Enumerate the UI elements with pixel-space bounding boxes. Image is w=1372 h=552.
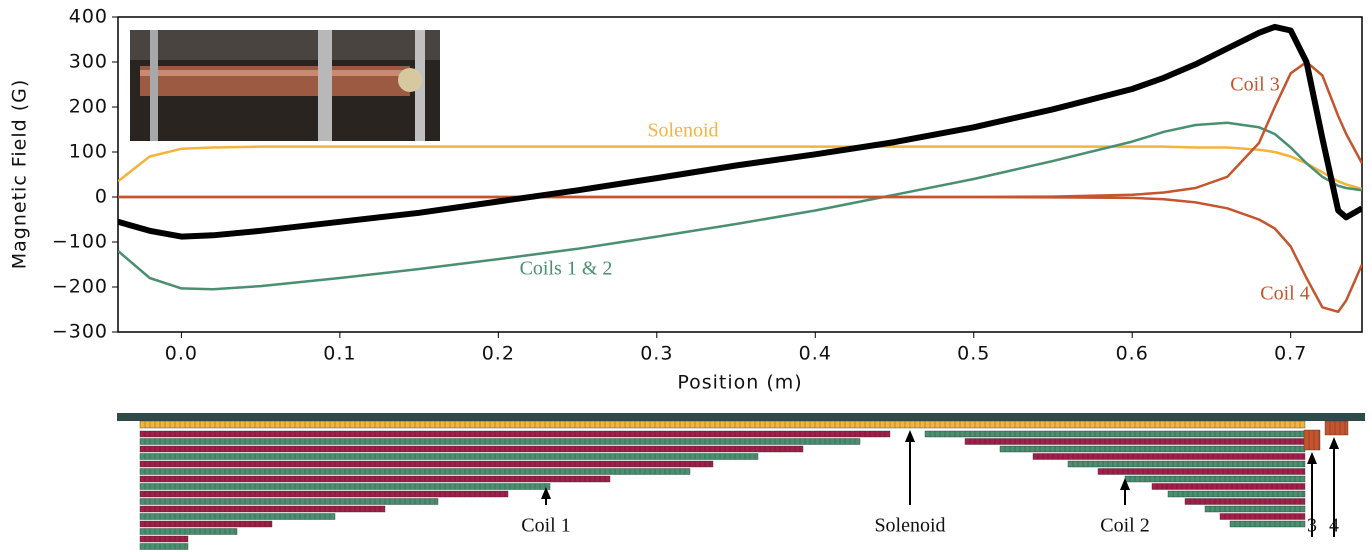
winding-row [139, 528, 238, 535]
series-line [118, 121, 1362, 291]
x-tick-label: 0.6 [1116, 343, 1149, 365]
winding-row [139, 483, 551, 490]
winding-row [139, 543, 189, 550]
winding-row [1032, 453, 1306, 460]
winding-row [1067, 460, 1306, 468]
x-tick-label: 0.0 [165, 343, 198, 365]
diagram-label: Solenoid [874, 515, 945, 537]
x-tick-label: 0.1 [323, 343, 356, 365]
x-tick-label: 0.4 [799, 343, 832, 365]
arrow-head [1120, 478, 1130, 490]
arrow-head [1329, 437, 1339, 449]
y-tick-label: 0 [95, 186, 108, 208]
y-tick-label: −100 [52, 231, 108, 253]
series-line [118, 23, 1362, 240]
winding-row [1097, 468, 1306, 475]
inset-photo [130, 30, 440, 141]
x-tick-label: 0.5 [957, 343, 990, 365]
plot-frame [117, 16, 1363, 333]
y-tick-label: 200 [69, 96, 108, 118]
arrow-head [541, 487, 551, 499]
x-tick-label: 0.2 [482, 343, 515, 365]
winding-row [1324, 420, 1349, 436]
winding-row [139, 468, 691, 475]
winding-row [1204, 505, 1306, 513]
winding-row [1219, 513, 1306, 520]
winding-row [1303, 429, 1321, 451]
winding-row [1229, 520, 1306, 528]
arrow-head [905, 430, 915, 442]
bore [117, 413, 1365, 421]
winding-row [139, 535, 189, 543]
winding-row [139, 453, 759, 460]
annotation: Coil 3 [1230, 74, 1279, 96]
y-tick-label: 400 [69, 6, 108, 28]
winding-row [1167, 490, 1306, 498]
winding-row [139, 460, 714, 468]
arrow-head [1307, 452, 1317, 464]
winding-row [139, 498, 439, 505]
diagram-label: 4 [1329, 515, 1339, 537]
winding-row [139, 505, 386, 513]
winding-row [139, 438, 861, 445]
y-tick-label: −300 [52, 321, 108, 343]
diagram-label: Coil 2 [1100, 515, 1149, 537]
winding-row [1151, 483, 1306, 490]
y-tick-label: 300 [69, 51, 108, 73]
x-tick-label: 0.7 [1274, 343, 1307, 365]
annotation: Coils 1 & 2 [520, 258, 613, 280]
winding-row [139, 430, 891, 438]
winding-row [139, 445, 804, 453]
winding-row [139, 513, 336, 520]
series-line [118, 195, 1362, 314]
winding-row [1184, 498, 1306, 505]
y-axis-label: Magnetic Field (G) [9, 79, 31, 269]
winding-row [139, 520, 273, 528]
annotation: Coil 4 [1260, 283, 1309, 305]
y-tick-label: 100 [69, 141, 108, 163]
winding-row [139, 420, 1306, 429]
y-tick-label: −200 [52, 276, 108, 298]
annotation: Solenoid [647, 120, 718, 142]
series-line [118, 145, 1362, 191]
winding-row [139, 475, 611, 483]
x-axis-label: Position (m) [677, 372, 802, 394]
x-tick-label: 0.3 [640, 343, 673, 365]
winding-row [999, 445, 1306, 453]
diagram-label: 3 [1307, 515, 1317, 537]
winding-row [139, 490, 509, 498]
diagram-label: Coil 1 [521, 515, 570, 537]
